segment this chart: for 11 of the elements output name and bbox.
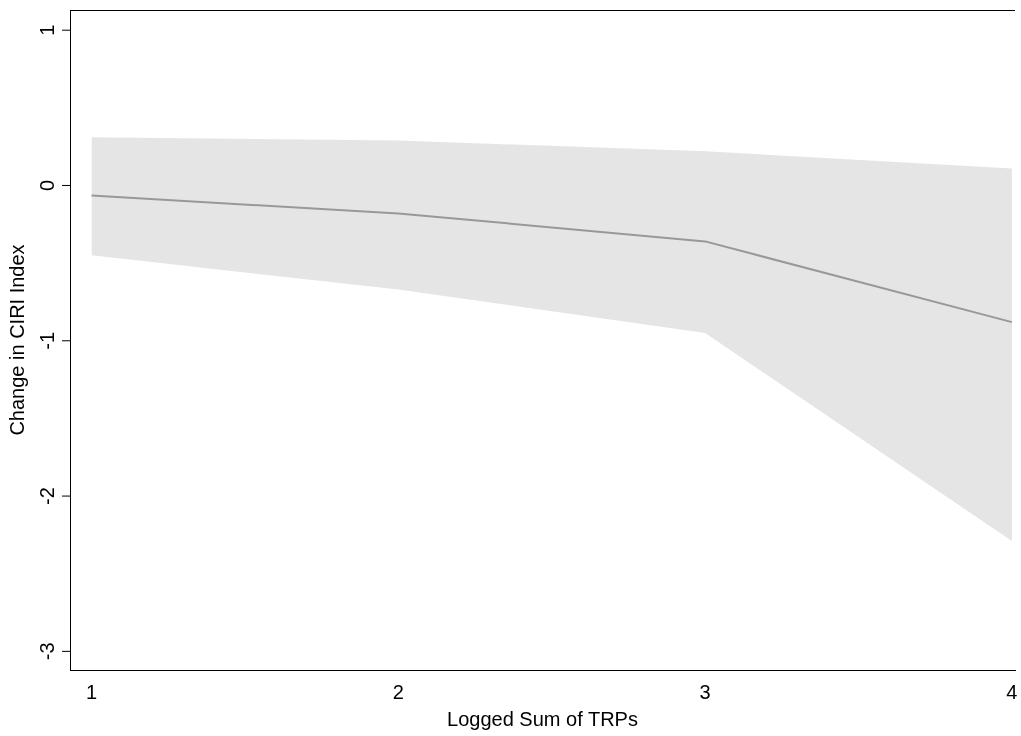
y-tick-label: -3	[35, 642, 58, 661]
x-tick-label: 1	[85, 680, 98, 703]
y-tick-label: 1	[35, 24, 58, 36]
x-tick-label: 3	[699, 680, 711, 703]
x-tick-label: 2	[392, 680, 404, 703]
y-tick-label: 0	[35, 179, 58, 192]
x-axis-title: Logged Sum of TRPs	[447, 707, 638, 730]
y-tick-label: -2	[35, 487, 58, 505]
y-tick-label: -1	[35, 331, 58, 350]
x-tick-label: 4	[1006, 680, 1018, 703]
y-axis-title: Change in CIRI Index	[5, 244, 28, 436]
